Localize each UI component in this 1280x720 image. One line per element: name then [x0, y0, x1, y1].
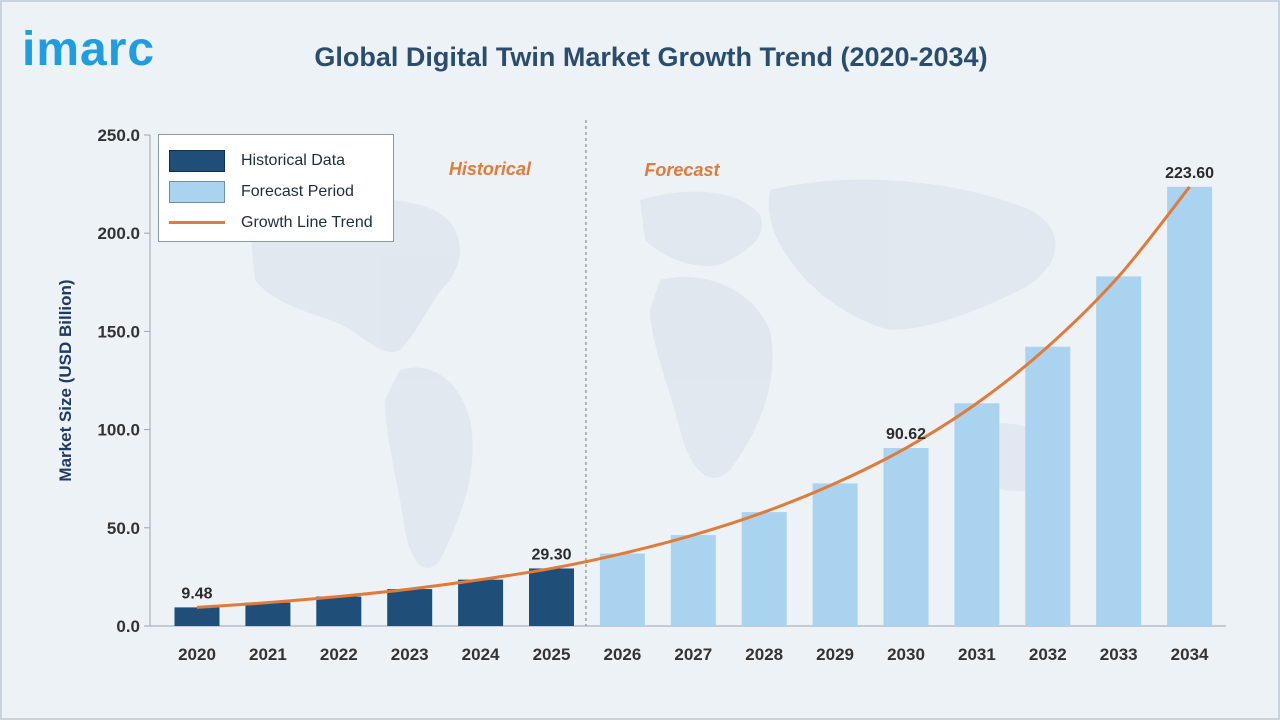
- x-tick-label: 2024: [462, 645, 500, 664]
- x-tick-label: 2027: [674, 645, 712, 664]
- legend-swatch-forecast: [169, 180, 225, 203]
- y-tick-label: 100.0: [97, 421, 140, 440]
- chart-title: Global Digital Twin Market Growth Trend …: [314, 42, 988, 72]
- x-tick-label: 2033: [1100, 645, 1138, 664]
- historical-annotation: Historical: [449, 159, 532, 179]
- x-tick-label: 2022: [320, 645, 358, 664]
- legend-swatch-trend: [169, 221, 225, 224]
- x-tick-label: 2020: [178, 645, 216, 664]
- bar-forecast: [1096, 276, 1142, 626]
- x-tick-label: 2023: [391, 645, 429, 664]
- x-tick-label: 2026: [603, 645, 641, 664]
- data-label: 29.30: [531, 546, 571, 563]
- data-label: 90.62: [886, 426, 926, 443]
- bar-historical: [458, 579, 504, 626]
- y-tick-label: 250.0: [97, 126, 140, 145]
- legend-label-historical: Historical Data: [241, 151, 346, 169]
- legend-label-forecast: Forecast Period: [241, 182, 354, 200]
- x-tick-label: 2034: [1171, 645, 1209, 664]
- growth-trend-line: [196, 185, 1191, 609]
- legend-item-trend: Growth Line Trend: [169, 207, 383, 238]
- bar-forecast: [599, 553, 645, 626]
- x-tick-label: 2030: [887, 645, 925, 664]
- x-tick-label: 2028: [745, 645, 783, 664]
- bar-forecast: [670, 535, 716, 626]
- legend-item-forecast: Forecast Period: [169, 176, 383, 207]
- bar-forecast: [812, 483, 858, 626]
- imarc-logo: imarc: [22, 23, 156, 76]
- bars: [174, 186, 1213, 626]
- y-tick-label: 150.0: [97, 322, 140, 341]
- x-tick-label: 2032: [1029, 645, 1067, 664]
- y-axis-label: Market Size (USD Billion): [56, 279, 75, 481]
- bar-forecast: [1025, 346, 1071, 626]
- data-label: 9.48: [181, 585, 212, 602]
- bar-forecast: [1167, 186, 1213, 626]
- data-label: 223.60: [1165, 165, 1214, 182]
- bar-historical: [245, 602, 291, 626]
- legend-item-historical: Historical Data: [169, 145, 383, 176]
- x-tick-label: 2031: [958, 645, 996, 664]
- x-tick-label: 2025: [533, 645, 571, 664]
- legend-label-trend: Growth Line Trend: [241, 213, 373, 231]
- x-tick-label: 2021: [249, 645, 287, 664]
- y-tick-label: 200.0: [97, 224, 140, 243]
- bar-forecast: [954, 403, 1000, 626]
- world-map-background: [250, 179, 1066, 569]
- legend: Historical Data Forecast Period Growth L…: [158, 134, 394, 242]
- bar-historical: [316, 596, 362, 626]
- overlay: Historical Forecast 9.48 29.30 90.62 223.60: [181, 120, 1214, 626]
- bar-historical: [387, 589, 433, 626]
- x-tick-label: 2029: [816, 645, 854, 664]
- bar-historical: [529, 568, 574, 626]
- bar-forecast: [883, 448, 929, 626]
- bar-historical: [174, 607, 220, 626]
- bar-forecast: [741, 512, 787, 626]
- y-tick-label: 0.0: [116, 617, 140, 636]
- legend-swatch-historical: [169, 149, 225, 172]
- y-tick-label: 50.0: [107, 519, 140, 538]
- forecast-annotation: Forecast: [644, 160, 720, 180]
